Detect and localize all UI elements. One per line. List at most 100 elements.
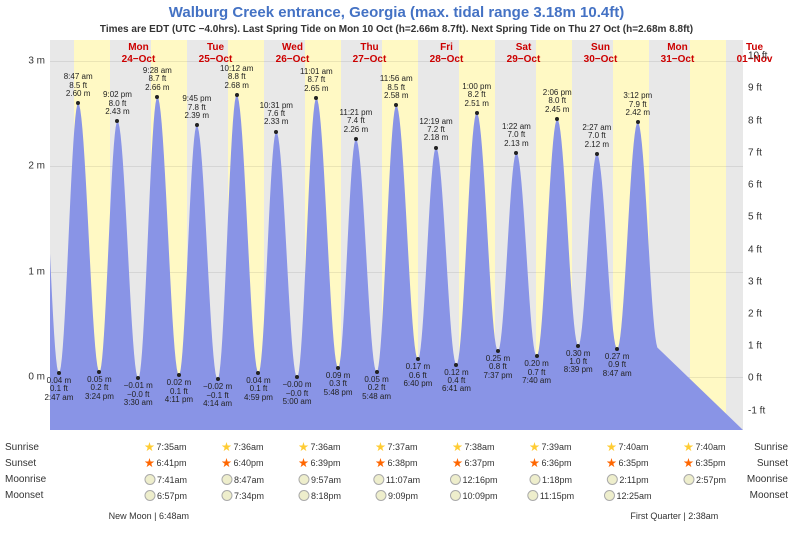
sunset-label-r: Sunset xyxy=(757,458,788,469)
moonrise-row: Moonrise Moonrise 7:41am8:47am9:57am11:0… xyxy=(50,474,743,490)
sunrise-label: Sunrise xyxy=(5,442,39,453)
tide-point xyxy=(314,96,318,100)
tide-label: 0.20 m0.7 ft7:40 am xyxy=(522,360,551,385)
y-tick-ft: 5 ft xyxy=(748,212,788,223)
tide-point xyxy=(514,151,518,155)
tide-label: 0.30 m1.0 ft8:39 pm xyxy=(564,350,593,375)
moonrise-icon xyxy=(298,474,309,485)
moonset-time: 10:09pm xyxy=(462,491,497,501)
tide-label: 0.04 m0.1 ft2:47 am xyxy=(44,377,73,402)
y-tick-m: 1 m xyxy=(5,266,45,277)
sunset-icon xyxy=(144,458,154,468)
tide-label: 8:47 am8.5 ft2.60 m xyxy=(64,73,93,98)
sunset-cell: 6:40pm xyxy=(221,458,263,468)
moonrise-label-r: Moonrise xyxy=(747,474,788,485)
moonrise-cell: 8:47am xyxy=(221,474,264,485)
sunset-cell: 6:38pm xyxy=(375,458,417,468)
tide-label: −0.01 m−0.0 ft3:30 am xyxy=(124,382,153,407)
y-tick-ft: 7 ft xyxy=(748,147,788,158)
tide-point xyxy=(636,120,640,124)
moonset-cell: 10:09pm xyxy=(449,490,497,501)
moonset-cell: 6:57pm xyxy=(144,490,187,501)
tide-point xyxy=(535,354,539,358)
day-header: Thu27−Oct xyxy=(353,42,387,65)
sunrise-icon xyxy=(375,442,385,452)
tide-point xyxy=(434,146,438,150)
tide-point xyxy=(576,344,580,348)
day-header: Wed26−Oct xyxy=(276,42,310,65)
moonset-cell: 7:34pm xyxy=(221,490,264,501)
tide-point xyxy=(235,93,239,97)
sunrise-time: 7:39am xyxy=(541,442,571,452)
sunset-cell: 6:39pm xyxy=(298,458,340,468)
sunset-icon xyxy=(683,458,693,468)
tide-point xyxy=(57,371,61,375)
tide-point xyxy=(496,349,500,353)
tide-label: 3:12 pm7.9 ft2.42 m xyxy=(623,92,652,117)
moonrise-cell: 7:41am xyxy=(144,474,187,485)
moon-phase: New Moon | 6:48am xyxy=(109,511,189,521)
sunset-time: 6:38pm xyxy=(387,458,417,468)
tide-point xyxy=(97,370,101,374)
moonrise-cell: 12:16pm xyxy=(449,474,497,485)
moonset-icon xyxy=(375,490,386,501)
sunrise-icon xyxy=(221,442,231,452)
moonrise-cell: 1:18pm xyxy=(529,474,572,485)
tide-label: 9:02 pm8.0 ft2.43 m xyxy=(103,91,132,116)
moonrise-time: 12:16pm xyxy=(462,475,497,485)
tide-label: 0.17 m0.6 ft6:40 pm xyxy=(403,363,432,388)
tide-label: 9:45 pm7.8 ft2.39 m xyxy=(182,95,211,120)
moonset-time: 6:57pm xyxy=(157,491,187,501)
tide-label: 0.02 m0.1 ft4:11 pm xyxy=(165,379,193,404)
moonset-icon xyxy=(298,490,309,501)
sunrise-cell: 7:35am xyxy=(144,442,186,452)
tide-label: 0.05 m0.2 ft5:48 am xyxy=(362,376,391,401)
sunrise-time: 7:37am xyxy=(387,442,417,452)
day-header: Fri28−Oct xyxy=(430,42,464,65)
sunrise-icon xyxy=(683,442,693,452)
tide-label: 10:12 am8.8 ft2.68 m xyxy=(220,65,253,90)
moonrise-cell: 2:11pm xyxy=(606,474,648,485)
sunrise-cell: 7:36am xyxy=(298,442,340,452)
y-tick-ft: 10 ft xyxy=(748,51,788,62)
moonset-time: 12:25am xyxy=(616,491,651,501)
sunset-time: 6:36pm xyxy=(541,458,571,468)
y-tick-ft: 3 ft xyxy=(748,276,788,287)
chart-title: Walburg Creek entrance, Georgia (max. ti… xyxy=(0,4,793,21)
sunset-time: 6:40pm xyxy=(233,458,263,468)
y-tick-m: 3 m xyxy=(5,56,45,67)
tide-point xyxy=(295,375,299,379)
sunrise-cell: 7:40am xyxy=(683,442,725,452)
tide-point xyxy=(595,152,599,156)
tide-label: 11:01 am8.7 ft2.65 m xyxy=(300,68,333,93)
sunset-time: 6:35pm xyxy=(695,458,725,468)
moonrise-icon xyxy=(221,474,232,485)
sunset-time: 6:37pm xyxy=(464,458,494,468)
y-tick-ft: 4 ft xyxy=(748,244,788,255)
tide-label: 11:21 pm7.4 ft2.26 m xyxy=(340,109,373,134)
sunrise-time: 7:36am xyxy=(233,442,263,452)
day-header: Mon31−Oct xyxy=(661,42,695,65)
tide-point xyxy=(216,377,220,381)
tide-label: 1:22 am7.0 ft2.13 m xyxy=(502,123,531,148)
sunrise-label-r: Sunrise xyxy=(754,442,788,453)
y-tick-ft: -1 ft xyxy=(748,405,788,416)
sunrise-cell: 7:37am xyxy=(375,442,417,452)
y-tick-ft: 9 ft xyxy=(748,83,788,94)
tide-label: 12:19 am7.2 ft2.18 m xyxy=(419,118,452,143)
tide-point xyxy=(454,363,458,367)
tide-label: 0.25 m0.8 ft7:37 pm xyxy=(483,355,512,380)
tide-label: 2:27 am7.0 ft2.12 m xyxy=(582,124,611,149)
sunset-cell: 6:37pm xyxy=(452,458,494,468)
moonrise-time: 2:57pm xyxy=(696,475,726,485)
tide-label: 9:28 am8.7 ft2.66 m xyxy=(143,67,172,92)
moonrise-icon xyxy=(373,474,384,485)
moonrise-icon xyxy=(529,474,540,485)
tide-point xyxy=(615,347,619,351)
sunrise-cell: 7:38am xyxy=(452,442,494,452)
sunset-icon xyxy=(375,458,385,468)
tide-point xyxy=(336,366,340,370)
y-tick-ft: 2 ft xyxy=(748,308,788,319)
moon-phase: First Quarter | 2:38am xyxy=(630,511,718,521)
sunset-cell: 6:36pm xyxy=(529,458,571,468)
